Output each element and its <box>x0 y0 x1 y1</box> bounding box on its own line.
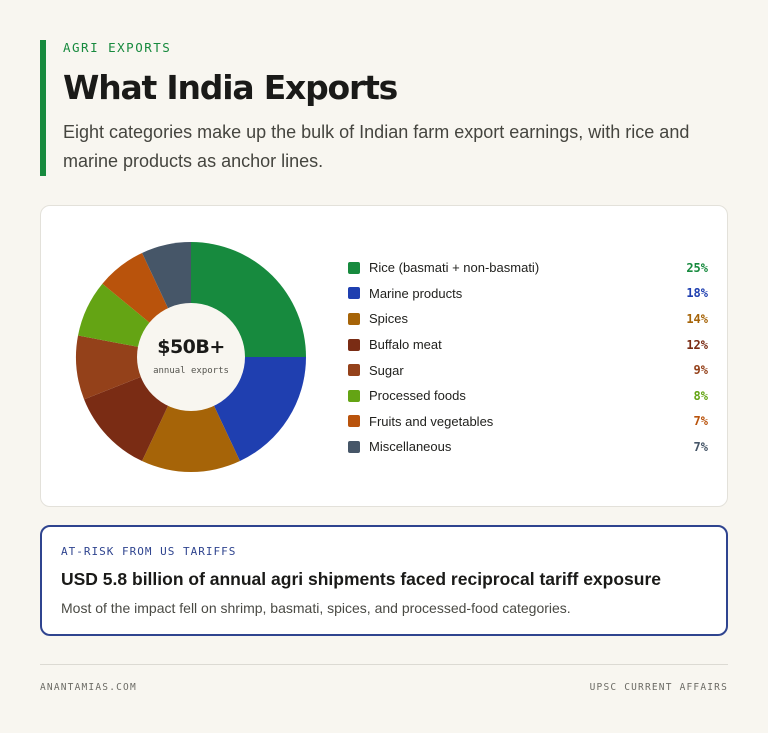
footer-site: ANANTAMIAS.COM <box>40 682 137 693</box>
legend-swatch <box>348 312 360 325</box>
legend-item: Buffalo meat 12% <box>348 332 708 358</box>
donut-chart: $50B+ annual exports <box>76 242 306 472</box>
risk-description: Most of the impact fell on shrimp, basma… <box>61 600 571 616</box>
footer-tagline: UPSC CURRENT AFFAIRS <box>589 682 728 693</box>
legend-value: 25% <box>686 260 708 275</box>
legend-label: Buffalo meat <box>369 337 442 353</box>
legend-label: Miscellaneous <box>369 439 452 455</box>
legend-item: Rice (basmati + non-basmati) 25% <box>348 255 708 281</box>
legend-label: Rice (basmati + non-basmati) <box>369 260 540 276</box>
legend-item: Fruits and vegetables 7% <box>348 409 708 435</box>
pie-slice-3 <box>142 357 240 472</box>
legend-label: Marine products <box>369 285 463 301</box>
legend-value: 7% <box>693 414 708 429</box>
legend-swatch <box>348 364 360 377</box>
legend-value: 12% <box>686 337 708 352</box>
legend-item: Miscellaneous 7% <box>348 434 708 460</box>
legend-value: 7% <box>693 439 708 454</box>
legend-label: Spices <box>369 311 409 327</box>
legend-label: Processed foods <box>369 388 466 404</box>
risk-kicker: AT-RISK FROM US TARIFFS <box>61 545 237 558</box>
legend-value: 9% <box>693 363 708 378</box>
section-kicker: AGRI EXPORTS <box>63 40 172 55</box>
risk-headline: USD 5.8 billion of annual agri shipments… <box>61 569 662 589</box>
footer-divider <box>40 664 728 665</box>
legend-item: Spices 14% <box>348 306 708 332</box>
legend-swatch <box>348 415 360 428</box>
legend-swatch <box>348 287 360 300</box>
pie-slice-5 <box>76 335 191 400</box>
chart-legend: Rice (basmati + non-basmati) 25% Marine pr… <box>348 255 708 460</box>
legend-swatch <box>348 338 360 351</box>
legend-item: Processed foods 8% <box>348 383 708 409</box>
legend-label: Fruits and vegetables <box>369 413 494 429</box>
chart-card: $50B+ annual exports Rice (basmati + non… <box>40 205 728 507</box>
legend-swatch <box>348 261 360 274</box>
legend-value: 8% <box>693 388 708 403</box>
legend-swatch <box>348 440 360 453</box>
legend-item: Marine products 18% <box>348 281 708 307</box>
risk-callout: AT-RISK FROM US TARIFFS USD 5.8 billion … <box>40 525 728 636</box>
legend-swatch <box>348 389 360 402</box>
header: AGRI EXPORTS What India Exports Eight ca… <box>40 40 700 176</box>
legend-value: 18% <box>686 286 708 301</box>
page-subtitle: Eight categories make up the bulk of Ind… <box>63 122 690 171</box>
legend-value: 14% <box>686 311 708 326</box>
donut-hole <box>137 303 245 411</box>
legend-item: Sugar 9% <box>348 357 708 383</box>
page-title: What India Exports <box>63 68 398 107</box>
donut-center-label: annual exports <box>153 366 229 376</box>
donut-center-value: $50B+ <box>157 336 225 358</box>
legend-label: Sugar <box>369 362 404 378</box>
